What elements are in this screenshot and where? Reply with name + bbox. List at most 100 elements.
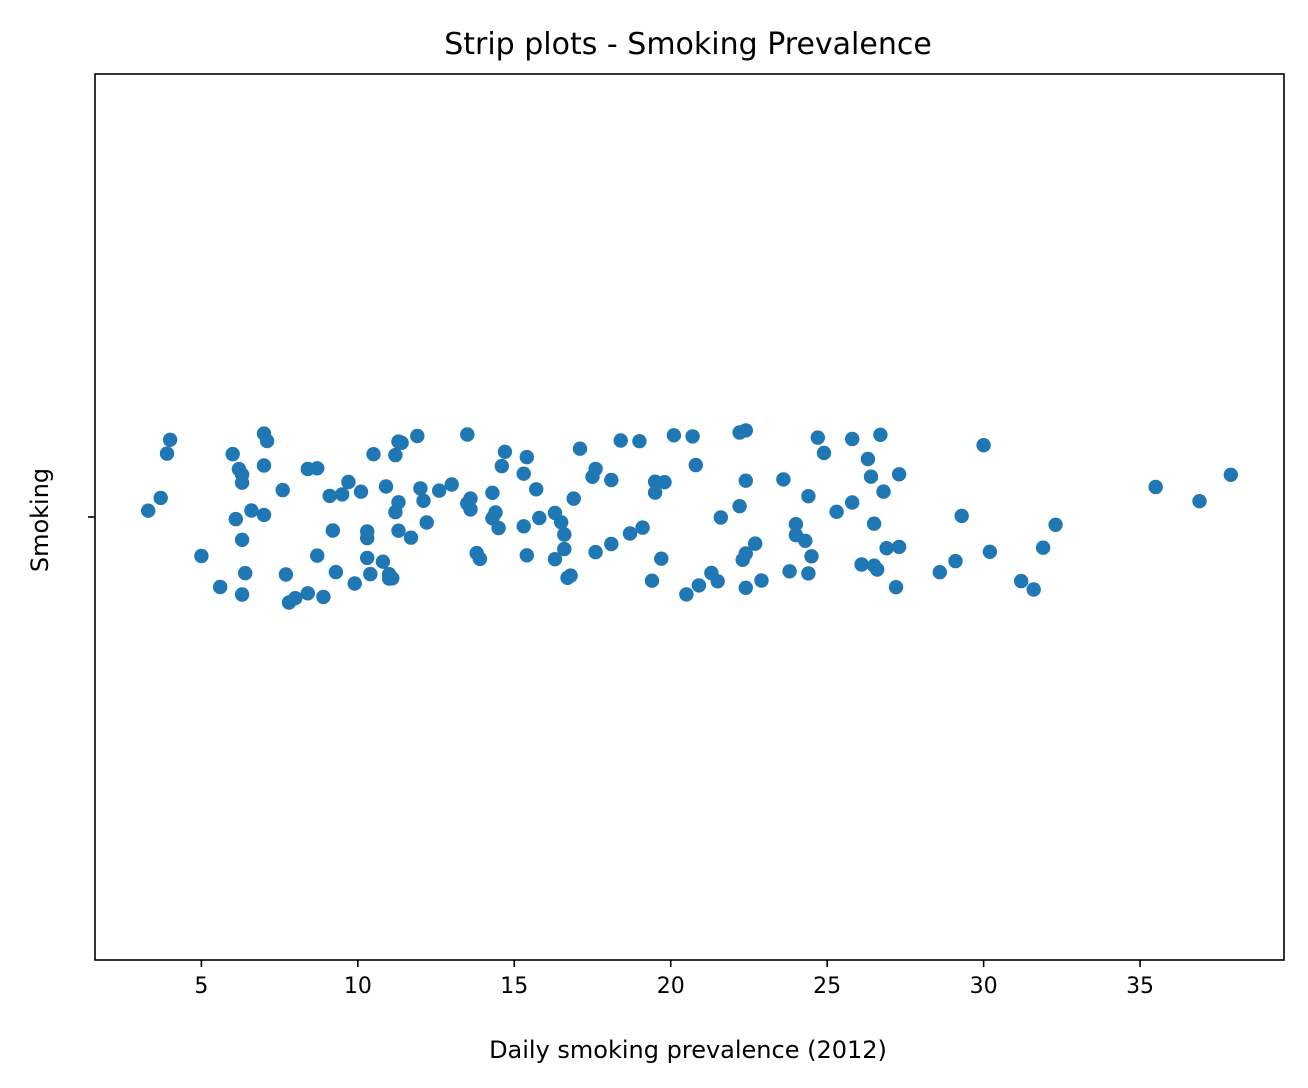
data-point [588, 461, 603, 477]
data-point [776, 472, 791, 487]
data-point [801, 489, 816, 504]
data-point [738, 473, 753, 488]
data-point [1035, 540, 1051, 555]
data-point [366, 447, 381, 462]
x-tick-label: 10 [344, 974, 372, 999]
data-point [1026, 582, 1041, 597]
data-point [353, 484, 369, 499]
x-tick-label: 5 [194, 974, 208, 999]
data-point [419, 515, 434, 530]
data-point [829, 504, 844, 519]
data-point [816, 445, 832, 461]
data-point [460, 427, 475, 442]
data-point [644, 573, 660, 588]
data-point [228, 511, 243, 527]
data-point [948, 553, 963, 569]
data-point [748, 536, 763, 551]
data-point [613, 433, 628, 448]
data-point [647, 485, 663, 500]
data-point [310, 548, 325, 563]
data-point [378, 479, 394, 494]
data-point [879, 541, 894, 556]
data-point [876, 484, 891, 499]
data-point [225, 446, 240, 462]
data-point [710, 574, 725, 589]
x-tick-label: 20 [657, 974, 685, 999]
data-point [982, 544, 998, 559]
data-point [516, 519, 531, 534]
data-point [563, 568, 578, 583]
data-point [738, 580, 753, 595]
data-point [1014, 573, 1029, 589]
data-point [341, 474, 356, 490]
data-point [360, 524, 375, 539]
data-point [394, 435, 409, 450]
data-point [403, 530, 419, 545]
data-point [691, 578, 707, 593]
data-point [754, 573, 769, 588]
data-point [804, 549, 819, 564]
data-point [416, 493, 431, 508]
data-point [360, 550, 375, 566]
data-point [845, 431, 860, 447]
data-point [1223, 467, 1239, 482]
data-point [328, 564, 344, 580]
data-point [194, 548, 209, 564]
data-point [275, 482, 290, 498]
data-point [738, 423, 753, 438]
data-point [810, 430, 825, 445]
data-point [529, 482, 544, 497]
x-tick-label: 15 [500, 974, 528, 999]
data-point [891, 467, 907, 482]
data-point [463, 502, 478, 517]
data-point [259, 433, 275, 449]
data-point [244, 503, 259, 518]
data-point [325, 523, 340, 538]
data-point [788, 517, 804, 532]
data-point [554, 515, 569, 530]
data-point [278, 567, 294, 582]
data-point [547, 552, 563, 567]
data-point [732, 499, 747, 514]
data-point [657, 475, 672, 490]
data-point [863, 469, 879, 484]
chart-title: Strip plots - Smoking Prevalence [444, 27, 932, 62]
data-point [932, 565, 947, 580]
data-point [213, 579, 228, 595]
data-point [557, 527, 572, 542]
data-point [497, 444, 513, 459]
data-point [322, 488, 337, 504]
data-point [444, 477, 459, 492]
data-point [1048, 517, 1063, 532]
data-point [463, 491, 478, 506]
data-point [572, 441, 588, 456]
data-point [604, 536, 619, 552]
data-point [688, 457, 703, 473]
data-point [685, 429, 700, 444]
data-point [854, 557, 869, 572]
data-point [888, 580, 904, 595]
data-point [159, 446, 175, 461]
data-point [256, 507, 272, 523]
data-point [1192, 494, 1207, 509]
data-point [713, 510, 728, 525]
data-point [410, 428, 425, 444]
data-point [860, 451, 876, 467]
data-point [310, 461, 325, 476]
data-point [632, 434, 647, 449]
data-point [635, 520, 650, 535]
data-point [153, 490, 168, 506]
data-point [654, 551, 669, 566]
data-point [391, 495, 406, 510]
data-point [566, 491, 581, 506]
data-point [954, 508, 969, 524]
data-point [288, 591, 303, 606]
data-point [494, 458, 509, 474]
data-point [347, 576, 362, 591]
data-point [1148, 479, 1163, 495]
data-point [519, 548, 534, 563]
data-point [519, 449, 534, 465]
data-point [798, 533, 813, 548]
data-point [472, 551, 488, 567]
